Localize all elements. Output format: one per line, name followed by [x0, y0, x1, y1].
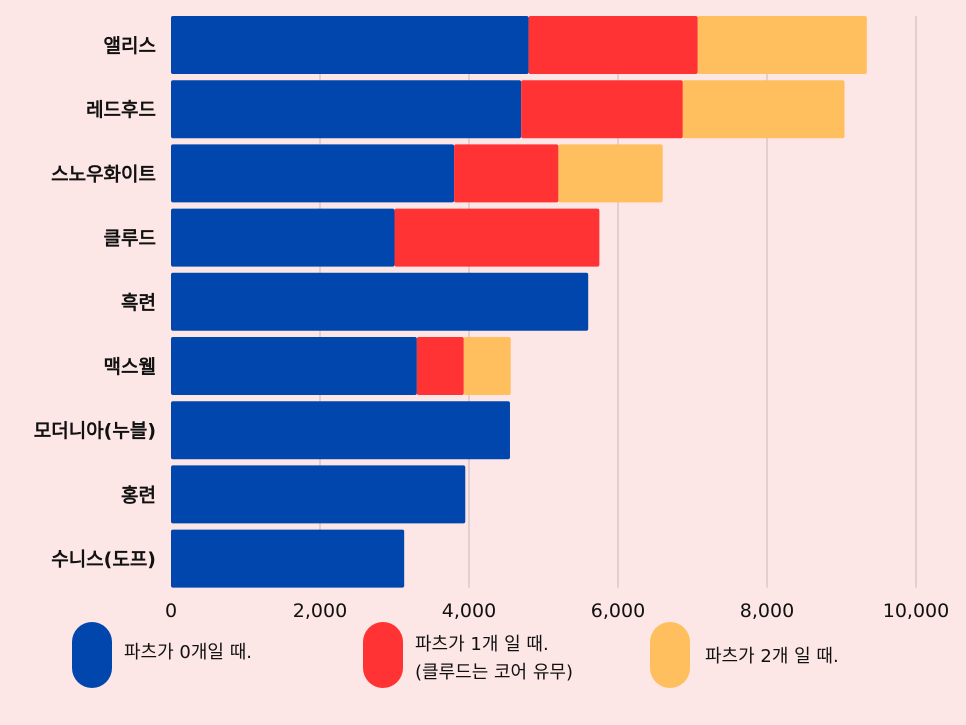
- category-label: 맥스웰: [104, 356, 156, 378]
- bar-segment-series-1: [394, 208, 600, 267]
- x-tick-label: 2,000: [293, 600, 347, 620]
- legend-swatch-two-parts: [650, 622, 690, 688]
- legend-item-one-part: 파츠가 1개 일 때. (클루드는 코어 유무): [363, 622, 623, 692]
- bar-segment-series-0: [171, 272, 589, 331]
- legend-label-one-part: 파츠가 1개 일 때.: [415, 634, 549, 655]
- bar-segment-series-0: [171, 401, 510, 460]
- bar-segment-series-0: [171, 16, 529, 74]
- legend-item-zero-parts: 파츠가 0개일 때.: [72, 622, 332, 692]
- bar-segment-series-2: [697, 16, 867, 74]
- bars: [171, 16, 867, 588]
- bar-segment-series-2: [463, 337, 511, 395]
- legend-note-one-part: (클루드는 코어 유무): [415, 662, 573, 683]
- category-label: 모더니아(누블): [34, 420, 156, 442]
- bar-segment-series-1: [528, 16, 698, 74]
- legend-item-two-parts: 파츠가 2개 일 때.: [650, 622, 910, 692]
- legend-label-two-parts: 파츠가 2개 일 때.: [705, 646, 839, 667]
- x-tick-label: 10,000: [883, 600, 949, 620]
- bar-segment-series-2: [558, 144, 663, 203]
- category-label: 앨리스: [104, 35, 156, 57]
- bar-segment-series-1: [454, 144, 559, 203]
- x-tick-label: 0: [165, 600, 177, 620]
- bar-segment-series-1: [416, 337, 464, 395]
- bar-segment-series-0: [171, 80, 522, 139]
- x-tick-label: 4,000: [442, 600, 496, 620]
- category-label: 홍련: [121, 483, 156, 506]
- x-tick-label: 6,000: [591, 600, 645, 620]
- bar-segment-series-0: [171, 208, 395, 267]
- bar-segment-series-2: [682, 80, 845, 139]
- bar-segment-series-0: [171, 465, 466, 524]
- bar-segment-series-0: [171, 144, 455, 203]
- category-label: 레드후드: [86, 99, 156, 121]
- x-tick-label: 8,000: [740, 600, 794, 620]
- x-tick-labels: 0 2,000 4,000 6,000 8,000 10,000: [165, 600, 949, 620]
- category-label: 클루드: [104, 228, 156, 250]
- bar-segment-series-0: [171, 529, 405, 588]
- category-label: 수니스(도프): [51, 549, 156, 571]
- legend-swatch-one-part: [363, 622, 403, 688]
- legend-label-zero-parts: 파츠가 0개일 때.: [124, 642, 252, 663]
- category-label: 흑련: [121, 291, 156, 314]
- category-label: 스노우화이트: [51, 163, 156, 185]
- bar-segment-series-0: [171, 337, 417, 395]
- legend-swatch-zero-parts: [72, 622, 112, 688]
- bar-segment-series-1: [521, 80, 683, 139]
